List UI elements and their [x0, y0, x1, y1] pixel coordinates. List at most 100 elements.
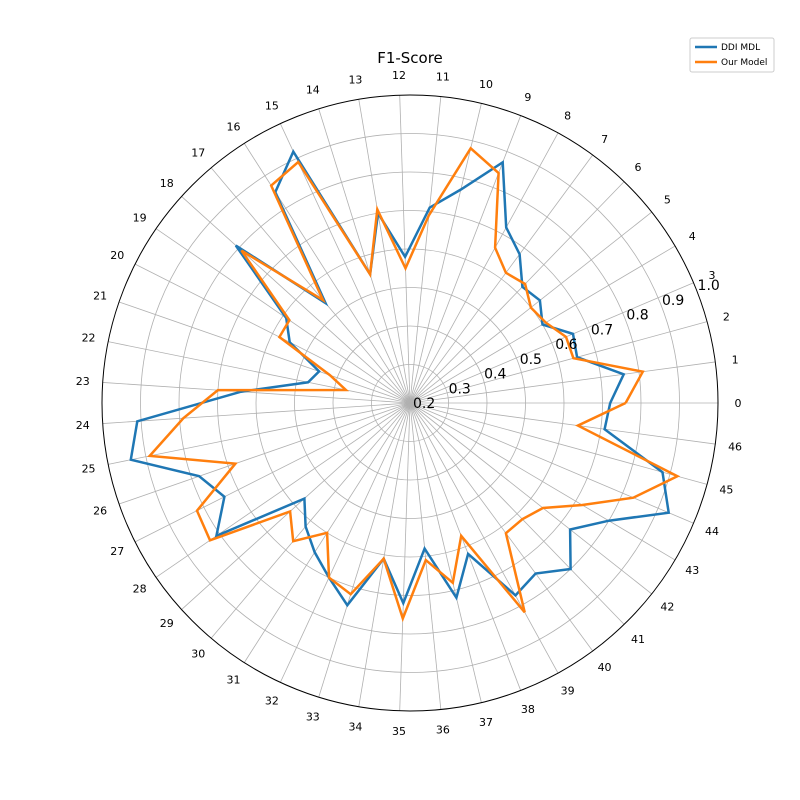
category-tick-label: 19	[133, 211, 147, 224]
category-tick-label: 34	[348, 720, 362, 733]
category-tick-label: 44	[705, 525, 719, 538]
angular-gridline	[409, 402, 676, 561]
category-tick-label: 32	[265, 695, 279, 708]
category-tick-label: 27	[110, 545, 124, 558]
category-tick-label: 43	[685, 564, 699, 577]
category-tick-label: 29	[160, 617, 174, 630]
angular-gridline	[134, 402, 411, 543]
angular-gridline	[118, 402, 411, 505]
category-tick-label: 38	[521, 703, 535, 716]
angular-gridline	[210, 167, 411, 404]
angular-gridline	[155, 402, 411, 578]
legend-label-our-model: Our Model	[721, 58, 767, 68]
angular-gridline	[155, 228, 411, 404]
angular-gridline	[279, 402, 411, 683]
angular-gridline	[399, 402, 411, 711]
angular-gridline	[409, 154, 594, 404]
radial-tick-label: 0.4	[484, 367, 506, 383]
category-tick-label: 17	[191, 147, 205, 160]
angular-gridline	[102, 382, 411, 404]
angular-gridline	[409, 402, 442, 710]
angular-gridline	[358, 99, 411, 404]
legend-label-ddi-mdl: DDI MDL	[721, 43, 760, 53]
angular-gridline	[409, 402, 694, 524]
series-layer	[129, 146, 681, 623]
angular-gridline	[108, 341, 411, 404]
category-tick-label: 20	[110, 249, 124, 262]
category-tick-label: 11	[436, 71, 450, 84]
category-tick-label: 10	[479, 78, 493, 91]
category-tick-label: 0	[735, 397, 742, 410]
category-tick-label: 6	[635, 161, 642, 174]
angular-gridline	[409, 132, 559, 404]
category-tick-label: 46	[728, 441, 742, 454]
angular-gridline	[181, 402, 411, 610]
category-tick-label: 45	[719, 484, 733, 497]
category-tick-label: 41	[631, 633, 645, 646]
category-tick-label: 40	[598, 661, 612, 674]
category-tick-label: 2	[723, 310, 730, 323]
category-tick-label: 13	[348, 74, 362, 87]
angular-gridline	[409, 402, 522, 691]
category-tick-label: 25	[82, 462, 96, 475]
radial-tick-label: 0.6	[555, 337, 577, 353]
category-tick-label: 8	[564, 109, 571, 122]
category-tick-label: 18	[160, 177, 174, 190]
series-line-0	[129, 148, 671, 608]
radial-tick-label: 0.9	[662, 293, 684, 309]
angular-gridline	[409, 402, 594, 652]
radial-tick-label: 0.8	[626, 308, 648, 324]
radial-tick-labels: 0.2 0.3 0.4 0.5 0.6 0.7 0.8 0.9 1.0	[413, 278, 720, 412]
angular-gridline	[409, 402, 708, 485]
angular-gridline	[409, 181, 625, 404]
angular-gridline	[409, 282, 694, 404]
angular-gridline	[409, 402, 625, 625]
radial-tick-label: 0.5	[520, 352, 542, 368]
angular-gridline	[409, 402, 716, 445]
angular-gridline	[358, 402, 411, 707]
radial-tick-label: 0.2	[413, 396, 435, 412]
radial-tick-label: 0.7	[591, 322, 613, 338]
category-tick-label: 7	[601, 133, 608, 146]
category-tick-label: 12	[392, 69, 406, 82]
category-tick-label: 35	[392, 725, 406, 738]
angular-gridline	[409, 321, 708, 404]
angular-gridline	[134, 263, 411, 404]
angular-gridline	[409, 402, 559, 674]
category-tick-label: 26	[93, 505, 107, 518]
angular-gridline	[181, 196, 411, 404]
angular-gridline	[409, 361, 716, 404]
category-tick-label: 1	[732, 353, 739, 366]
radial-tick-label: 1.0	[698, 278, 720, 294]
category-tick-label: 42	[660, 600, 674, 613]
category-tick-label: 4	[689, 230, 696, 243]
angular-gridline	[243, 143, 411, 404]
category-tick-label: 23	[76, 375, 90, 388]
category-tick-label: 22	[82, 332, 96, 345]
angular-gridline	[118, 301, 411, 404]
category-tick-label: 30	[191, 647, 205, 660]
angular-gridline	[409, 103, 482, 404]
category-tick-label: 28	[133, 583, 147, 596]
angular-gridline	[409, 96, 442, 404]
angular-gridline	[318, 402, 411, 698]
category-tick-label: 33	[306, 710, 320, 723]
category-tick-label: 39	[561, 685, 575, 698]
category-tick-label: 24	[76, 419, 90, 432]
series-line-1	[147, 146, 681, 623]
category-tick-label: 31	[227, 673, 241, 686]
angular-gridline	[399, 95, 411, 404]
category-tick-label: 15	[265, 99, 279, 112]
angular-gridline	[210, 402, 411, 639]
category-tick-label: 5	[664, 194, 671, 207]
category-tick-label: 3	[708, 269, 715, 282]
category-tick-labels: 0123456789101112131415161718192021222324…	[76, 69, 742, 738]
chart-title: F1-Score	[377, 49, 443, 67]
angular-gridline	[102, 402, 411, 424]
angular-gridline	[409, 402, 652, 595]
legend: DDI MDL Our Model	[689, 37, 775, 73]
radial-tick-label: 0.3	[449, 381, 471, 397]
angular-gridline	[318, 108, 411, 404]
category-tick-label: 9	[524, 91, 531, 104]
